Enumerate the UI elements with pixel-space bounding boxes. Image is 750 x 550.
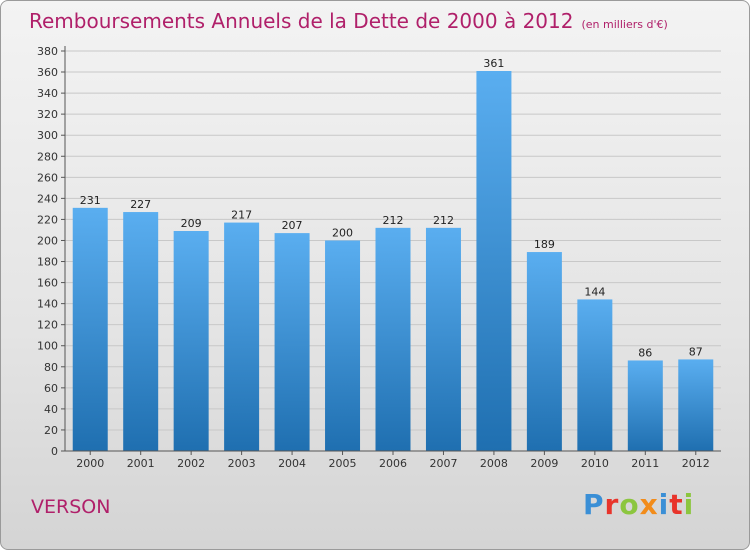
x-tick-label: 2004 bbox=[278, 457, 306, 470]
title-text: Remboursements Annuels de la Dette de 20… bbox=[29, 9, 574, 33]
data-label: 207 bbox=[282, 219, 303, 232]
y-tick-label: 40 bbox=[44, 403, 58, 416]
data-label: 87 bbox=[689, 345, 703, 358]
bar bbox=[678, 359, 714, 451]
y-tick-label: 60 bbox=[44, 382, 58, 395]
place-name: VERSON bbox=[31, 496, 111, 518]
y-tick-label: 240 bbox=[37, 192, 58, 205]
x-tick-label: 2003 bbox=[228, 457, 256, 470]
data-label: 361 bbox=[483, 57, 504, 70]
y-tick-label: 340 bbox=[37, 87, 58, 100]
y-tick-label: 200 bbox=[37, 234, 58, 247]
x-tick-label: 2005 bbox=[329, 457, 357, 470]
y-tick-label: 380 bbox=[37, 45, 58, 58]
proxiti-logo: Proxiti bbox=[583, 488, 694, 521]
y-tick-label: 180 bbox=[37, 256, 58, 269]
logo-letter: i bbox=[683, 488, 695, 521]
x-tick-label: 2008 bbox=[480, 457, 508, 470]
logo-letter: t bbox=[669, 488, 684, 521]
bar bbox=[224, 222, 260, 451]
unit-text: (en milliers d'€) bbox=[581, 18, 668, 31]
x-tick-label: 2012 bbox=[682, 457, 710, 470]
data-label: 144 bbox=[584, 285, 605, 298]
bar bbox=[526, 252, 562, 451]
x-tick-label: 2006 bbox=[379, 457, 407, 470]
bar bbox=[274, 233, 310, 451]
x-tick-label: 2010 bbox=[581, 457, 609, 470]
x-tick-label: 2007 bbox=[429, 457, 457, 470]
y-tick-label: 300 bbox=[37, 129, 58, 142]
axes: 0 20 40 60 80 100 120 140 160 180 200 220 240 260 280 3… bbox=[37, 45, 721, 470]
logo-letter: x bbox=[639, 488, 659, 521]
data-label: 189 bbox=[534, 238, 555, 251]
x-tick-label: 2009 bbox=[530, 457, 558, 470]
logo-letter: i bbox=[658, 488, 670, 521]
data-label: 209 bbox=[181, 217, 202, 230]
bar bbox=[476, 71, 512, 451]
chart-title: Remboursements Annuels de la Dette de 20… bbox=[29, 9, 668, 33]
x-tick-label: 2002 bbox=[177, 457, 205, 470]
y-tick-label: 80 bbox=[44, 361, 58, 374]
bar bbox=[577, 299, 613, 451]
bar bbox=[72, 207, 108, 451]
x-tick-label: 2011 bbox=[631, 457, 659, 470]
data-label: 212 bbox=[383, 214, 404, 227]
bar bbox=[627, 360, 663, 451]
bar bbox=[325, 240, 361, 451]
y-tick-label: 140 bbox=[37, 298, 58, 311]
bar bbox=[123, 212, 159, 451]
y-tick-label: 100 bbox=[37, 340, 58, 353]
x-tick-label: 2001 bbox=[127, 457, 155, 470]
x-tick-label: 2000 bbox=[76, 457, 104, 470]
data-label: 200 bbox=[332, 226, 353, 239]
data-label: 217 bbox=[231, 209, 252, 222]
logo-letter: o bbox=[619, 488, 640, 521]
data-label: 212 bbox=[433, 214, 454, 227]
data-label: 86 bbox=[638, 346, 652, 359]
bars: 231 227 209 217 207 200 212 212 361 189 144 86 87 bbox=[72, 57, 714, 451]
logo-letter: r bbox=[604, 488, 620, 521]
y-tick-label: 160 bbox=[37, 277, 58, 290]
bar bbox=[375, 227, 411, 451]
y-tick-label: 0 bbox=[51, 445, 58, 458]
bar bbox=[425, 227, 461, 451]
y-tick-label: 320 bbox=[37, 108, 58, 121]
y-tick-label: 20 bbox=[44, 424, 58, 437]
data-label: 231 bbox=[80, 194, 101, 207]
y-tick-label: 220 bbox=[37, 213, 58, 226]
data-label: 227 bbox=[130, 198, 151, 211]
logo-letter: P bbox=[583, 488, 605, 521]
bar bbox=[173, 231, 209, 451]
y-tick-label: 120 bbox=[37, 319, 58, 332]
y-tick-label: 260 bbox=[37, 171, 58, 184]
y-tick-label: 360 bbox=[37, 66, 58, 79]
y-tick-label: 280 bbox=[37, 150, 58, 163]
